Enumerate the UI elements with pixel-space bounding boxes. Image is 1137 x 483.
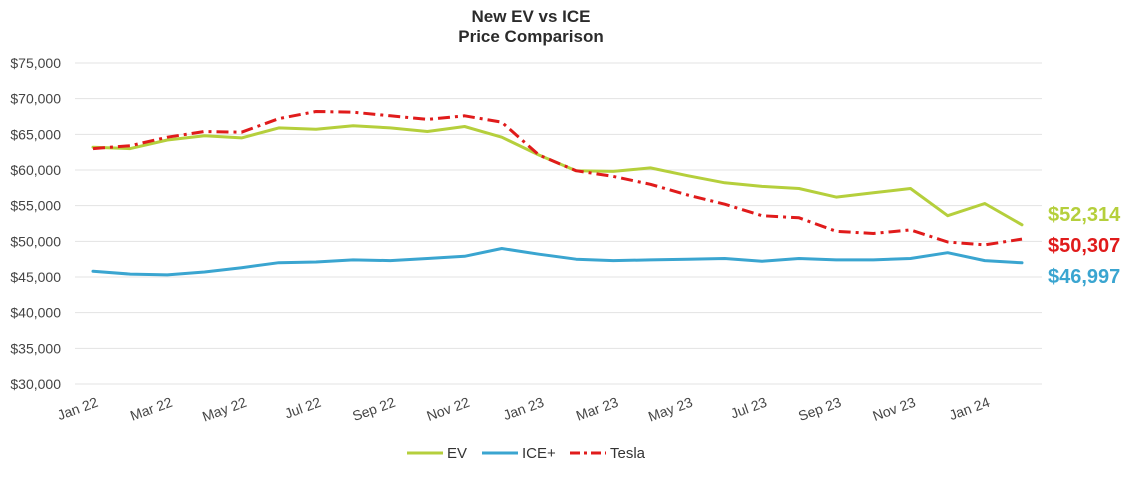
y-tick-label: $40,000 xyxy=(10,305,61,321)
legend-label: Tesla xyxy=(610,445,646,462)
x-tick-label: Jan 22 xyxy=(55,394,100,423)
x-tick-label: May 23 xyxy=(646,394,695,425)
y-tick-label: $75,000 xyxy=(10,55,61,71)
x-tick-label: Sep 22 xyxy=(350,394,397,424)
legend-label: ICE+ xyxy=(522,445,556,462)
chart-title: New EV vs ICE Price Comparison xyxy=(458,7,604,46)
chart-title-line-1: New EV vs ICE xyxy=(471,7,590,26)
end-value-label: $46,997 xyxy=(1048,266,1120,288)
y-tick-label: $55,000 xyxy=(10,198,61,214)
y-axis-tick-labels: $75,000 $70,000 $65,000 $60,000 $55,000 $50,0… xyxy=(10,55,61,392)
x-tick-label: May 22 xyxy=(200,394,249,425)
legend-label: EV xyxy=(447,445,467,462)
x-tick-label: Mar 23 xyxy=(574,394,621,424)
x-tick-label: Nov 22 xyxy=(424,394,471,424)
x-tick-label: Jan 24 xyxy=(947,394,992,423)
series-line-tesla xyxy=(92,110,1023,247)
x-axis-tick-labels: Jan 22 Mar 22 May 22 Jul 22 Sep 22 Nov 22 Jan … xyxy=(55,394,992,425)
x-tick-label: Sep 23 xyxy=(796,394,843,424)
end-value-labels: $52,314 $50,307 $46,997 xyxy=(1048,204,1121,288)
series-line-ev xyxy=(91,124,1024,227)
y-tick-label: $65,000 xyxy=(10,126,61,142)
gridlines xyxy=(75,62,1042,385)
y-tick-label: $60,000 xyxy=(10,162,61,178)
y-tick-label: $30,000 xyxy=(10,376,61,392)
y-tick-label: $70,000 xyxy=(10,91,61,107)
x-tick-label: Jul 23 xyxy=(728,394,769,422)
end-value-label: $52,314 xyxy=(1048,204,1121,226)
end-value-label: $50,307 xyxy=(1048,235,1120,257)
series-line-ice xyxy=(91,247,1024,277)
series-lines xyxy=(91,110,1024,277)
x-tick-label: Jul 22 xyxy=(282,394,323,422)
y-tick-label: $35,000 xyxy=(10,340,61,356)
y-tick-label: $45,000 xyxy=(10,269,61,285)
x-tick-label: Mar 22 xyxy=(128,394,175,424)
legend: EV ICE+ Tesla xyxy=(407,445,646,462)
x-tick-label: Jan 23 xyxy=(501,394,546,423)
chart-title-line-2: Price Comparison xyxy=(458,27,604,46)
x-tick-label: Nov 23 xyxy=(870,394,917,424)
y-tick-label: $50,000 xyxy=(10,233,61,249)
